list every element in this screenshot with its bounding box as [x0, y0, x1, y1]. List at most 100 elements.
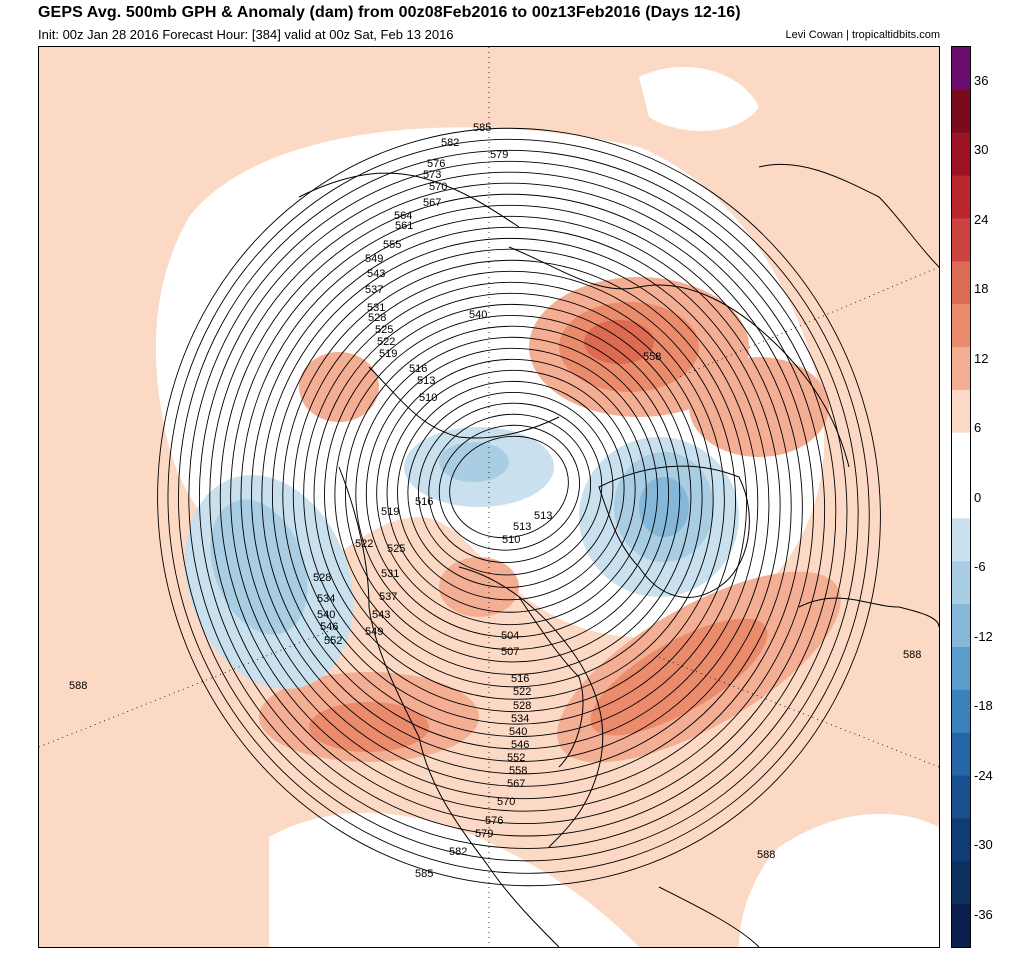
height-contour: [251, 226, 781, 775]
graticule: [39, 47, 939, 947]
colorbar-swatch: [952, 518, 970, 562]
contour-label: 522: [377, 336, 395, 348]
colorbar-tick-label: 6: [974, 420, 982, 435]
contour-label: 510: [502, 534, 520, 546]
colorbar-swatch: [952, 47, 970, 91]
colorbar-swatch: [952, 732, 970, 777]
contour-label: 543: [372, 609, 390, 621]
contour-label: 522: [513, 686, 531, 698]
colorbar-swatch: [952, 689, 970, 734]
contour-label: 519: [381, 506, 399, 518]
colorbar-swatch: [952, 861, 970, 905]
contour-label: 543: [367, 268, 385, 280]
colorbar-tick-label: 30: [974, 142, 989, 157]
contour-label: 588: [903, 649, 921, 661]
height-contour: [344, 325, 681, 663]
height-contour: [397, 380, 625, 601]
colorbar-swatch: [952, 218, 970, 262]
height-contour: [438, 424, 580, 551]
colorbar-tick-label: 0: [974, 490, 982, 505]
polar-map: 585 582 579 576 573 570 567 564 561 555 …: [39, 47, 939, 947]
contour-label: 522: [355, 538, 373, 550]
height-contour: [282, 259, 748, 737]
height-contour: [355, 336, 670, 650]
height-contour: [240, 215, 792, 787]
contour-label: 513: [417, 375, 435, 387]
contour-label: 546: [511, 739, 529, 751]
contour-labels: 585 582 579 576 573 570 567 564 561 555 …: [69, 122, 921, 880]
contour-label: 585: [473, 122, 491, 134]
contour-label: 525: [387, 543, 405, 555]
colorbar-tick-label: 12: [974, 351, 989, 366]
colorbar-swatch: [952, 475, 970, 519]
colorbar-tick-label: 36: [974, 73, 989, 88]
height-contour: [386, 369, 636, 613]
contour-label: 546: [320, 621, 338, 633]
colorbar-tick-label: -12: [974, 629, 993, 644]
height-contour: [313, 292, 714, 700]
colorbar-swatch: [952, 347, 970, 391]
contour-label: 540: [317, 609, 335, 621]
contour-label: 582: [441, 137, 459, 149]
height-contour: [188, 160, 848, 849]
height-contour: [417, 402, 603, 576]
height-contour: [324, 303, 703, 688]
contour-label: 576: [485, 815, 503, 827]
contour-label: 534: [317, 593, 335, 605]
contour-label: 516: [415, 496, 433, 508]
contour-label: 540: [509, 726, 527, 738]
height-contour: [261, 237, 770, 762]
colorbar-tick-label: -36: [974, 907, 993, 922]
colorbar-swatch: [952, 175, 970, 219]
colorbar-swatches: [952, 47, 970, 947]
height-contour: [428, 413, 592, 563]
height-contour: [230, 204, 803, 800]
contour-label: 549: [365, 253, 383, 265]
colorbar-tick-label: -6: [974, 559, 986, 574]
contour-label: 567: [423, 197, 441, 209]
height-contour: [157, 127, 881, 887]
contour-label: 573: [423, 169, 441, 181]
colorbar-tick-label: 24: [974, 212, 989, 227]
contour-label: 579: [490, 149, 508, 161]
height-contour: [303, 281, 725, 713]
contour-label: 516: [511, 673, 529, 685]
height-contour: [219, 193, 814, 812]
contour-label: 528: [313, 572, 331, 584]
colorbar-swatch: [952, 261, 970, 305]
height-contour: [334, 314, 692, 675]
contour-label: 561: [395, 220, 413, 232]
contour-label: 585: [415, 868, 433, 880]
colorbar-swatch: [952, 775, 970, 819]
contour-label: 588: [757, 849, 775, 861]
negative-anomaly-regions: [184, 427, 739, 689]
contour-label: 558: [643, 351, 661, 363]
colorbar-tick-label: 18: [974, 281, 989, 296]
height-contour: [198, 171, 837, 837]
contour-label: 570: [429, 181, 447, 193]
anomaly-colorbar: [951, 46, 971, 948]
contour-label: 507: [501, 646, 519, 658]
contour-label: 516: [409, 363, 427, 375]
contour-label: 528: [368, 312, 386, 324]
contour-label: 558: [509, 765, 527, 777]
colorbar-swatch: [952, 304, 970, 348]
height-contour: [178, 149, 859, 862]
contour-label: 552: [324, 635, 342, 647]
height-contour: [271, 248, 759, 750]
contour-label: 531: [367, 302, 385, 314]
map-panel: 585 582 579 576 573 570 567 564 561 555 …: [38, 46, 940, 948]
contour-label: 504: [501, 630, 519, 642]
contour-label: 579: [475, 828, 493, 840]
contour-label: 537: [365, 284, 383, 296]
contour-label: 519: [379, 348, 397, 360]
contour-label: 537: [379, 591, 397, 603]
chart-subtitle: Init: 00z Jan 28 2016 Forecast Hour: [38…: [38, 27, 454, 42]
height-contour: [407, 391, 614, 588]
contour-label: 555: [383, 239, 401, 251]
colorbar-swatch: [952, 818, 970, 862]
contour-label: 564: [394, 210, 412, 222]
contour-label: 552: [507, 752, 525, 764]
contour-label: 510: [419, 392, 437, 404]
contour-label: 549: [365, 626, 383, 638]
